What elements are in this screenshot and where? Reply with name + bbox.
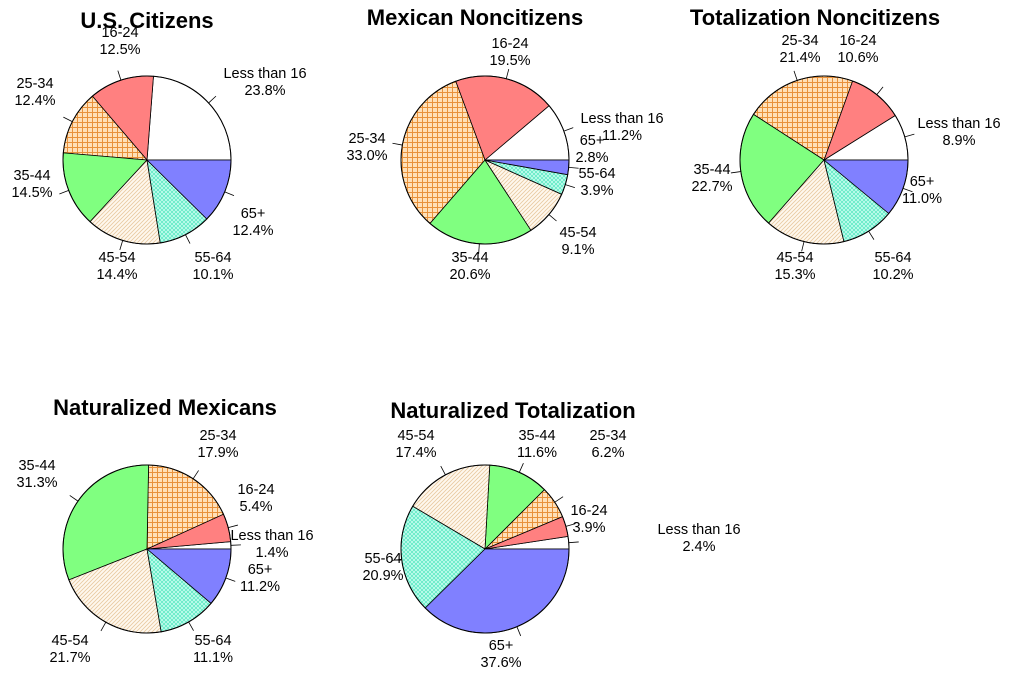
pie-title: Naturalized Mexicans <box>53 395 277 420</box>
leader-line <box>119 240 124 251</box>
pie-chart-mexican-noncitizens: Mexican Noncitizens Less than 16 11.2% 16-2… <box>346 5 663 283</box>
leader-line <box>117 70 122 81</box>
leader-line <box>478 243 480 254</box>
leader-line <box>518 463 524 473</box>
leader-line <box>902 188 913 193</box>
slice-label-35-44: 35-44 20.6% <box>449 250 490 283</box>
pie-title: Naturalized Totalization <box>390 398 635 423</box>
leader-line <box>565 184 575 188</box>
slice-label-55-64: 55-64 10.2% <box>872 250 913 283</box>
leader-line <box>440 465 446 476</box>
slice-label-25-34: 25-34 33.0% <box>346 131 387 164</box>
leader-line <box>185 234 191 244</box>
slice-label-65: 65+ 37.6% <box>480 638 521 671</box>
pie-outline <box>400 464 570 634</box>
pie-title: Mexican Noncitizens <box>367 5 583 30</box>
slice-label-45-54: 45-54 9.1% <box>559 225 596 258</box>
slice-label-16-24: 16-24 12.5% <box>99 25 140 58</box>
leader-line <box>904 133 915 138</box>
slice-label-25-34: 25-34 6.2% <box>589 428 626 461</box>
pie-outline <box>400 75 570 245</box>
leader-line <box>188 621 194 631</box>
slice-label-45-54: 45-54 14.4% <box>96 250 137 283</box>
slice-label-25-34: 25-34 17.9% <box>197 428 238 461</box>
slice-label-65: 65+ 12.4% <box>232 206 273 239</box>
pie-chart-naturalized-mexicans: Naturalized Mexicans Less than 16 1.4% 16-2… <box>16 395 313 666</box>
leader-line <box>554 496 564 503</box>
pie-outline <box>62 75 232 245</box>
leader-line <box>505 68 510 79</box>
leader-line <box>563 127 574 132</box>
slice-label-35-44: 35-44 22.7% <box>691 162 732 195</box>
leader-line <box>391 558 402 561</box>
pie-chart-naturalized-totalization: Naturalized Totalization Less than 16 2.4%… <box>362 398 740 671</box>
leader-line <box>730 171 741 174</box>
slice-label-35-44: 35-44 31.3% <box>16 458 57 491</box>
slice-label-less-than-16: Less than 16 1.4% <box>230 528 313 561</box>
leader-line <box>228 524 239 528</box>
slice-label-65: 65+ 11.0% <box>902 174 942 207</box>
leader-line <box>801 241 805 252</box>
pie-chart-u-s-citizens: U.S. Citizens Less than 16 23.8% 16-24 12.5%… <box>11 8 306 283</box>
leader-line <box>793 70 798 81</box>
leader-line <box>192 470 199 480</box>
slice-label-less-than-16: Less than 16 2.4% <box>657 522 740 555</box>
slice-label-45-54: 45-54 15.3% <box>774 250 815 283</box>
pie-slice-less-than-16 <box>146 75 232 161</box>
leader-line <box>568 166 579 169</box>
leader-line <box>208 95 217 104</box>
leader-line <box>568 541 579 544</box>
slice-label-65: 65+ 11.2% <box>240 562 280 595</box>
slice-label-55-64: 55-64 3.9% <box>578 166 615 199</box>
slice-label-35-44: 35-44 11.6% <box>517 428 557 461</box>
slice-label-less-than-16: Less than 16 23.8% <box>223 66 306 99</box>
leader-line <box>225 577 236 582</box>
slice-label-less-than-16: Less than 16 8.9% <box>917 116 1000 149</box>
leader-line <box>100 622 107 632</box>
slice-label-35-44: 35-44 14.5% <box>11 168 52 201</box>
slice-label-less-than-16: Less than 16 11.2% <box>580 111 663 144</box>
leader-line <box>868 230 875 240</box>
slice-label-55-64: 55-64 11.1% <box>193 633 233 666</box>
leader-line <box>224 191 235 197</box>
slice-label-45-54: 45-54 17.4% <box>395 428 436 461</box>
slice-label-16-24: 16-24 10.6% <box>837 33 878 66</box>
slice-label-25-34: 25-34 21.4% <box>779 33 820 66</box>
pie-outline <box>739 75 909 245</box>
slice-label-25-34: 25-34 12.4% <box>14 76 55 109</box>
slice-label-65: 65+ 2.8% <box>575 133 608 166</box>
leader-line <box>69 495 79 502</box>
slice-label-45-54: 45-54 21.7% <box>49 633 90 666</box>
leader-line <box>59 190 69 195</box>
slice-label-55-64: 55-64 10.1% <box>192 250 233 283</box>
pie-chart-totalization-noncitizens: Totalization Noncitizens Less than 16 8.9%… <box>690 5 1001 283</box>
slice-label-16-24: 16-24 5.4% <box>237 482 274 515</box>
leader-line <box>63 116 73 123</box>
slice-label-16-24: 16-24 3.9% <box>570 503 607 536</box>
leader-line <box>548 214 557 222</box>
slice-label-55-64: 55-64 20.9% <box>362 551 403 584</box>
leader-line <box>516 626 522 637</box>
pie-title: Totalization Noncitizens <box>690 5 940 30</box>
pie-outline <box>62 464 232 634</box>
pie-title: U.S. Citizens <box>80 8 213 33</box>
leader-line <box>565 523 576 527</box>
slice-label-16-24: 16-24 19.5% <box>489 36 530 69</box>
leader-line <box>392 142 403 146</box>
leader-line <box>876 86 884 95</box>
